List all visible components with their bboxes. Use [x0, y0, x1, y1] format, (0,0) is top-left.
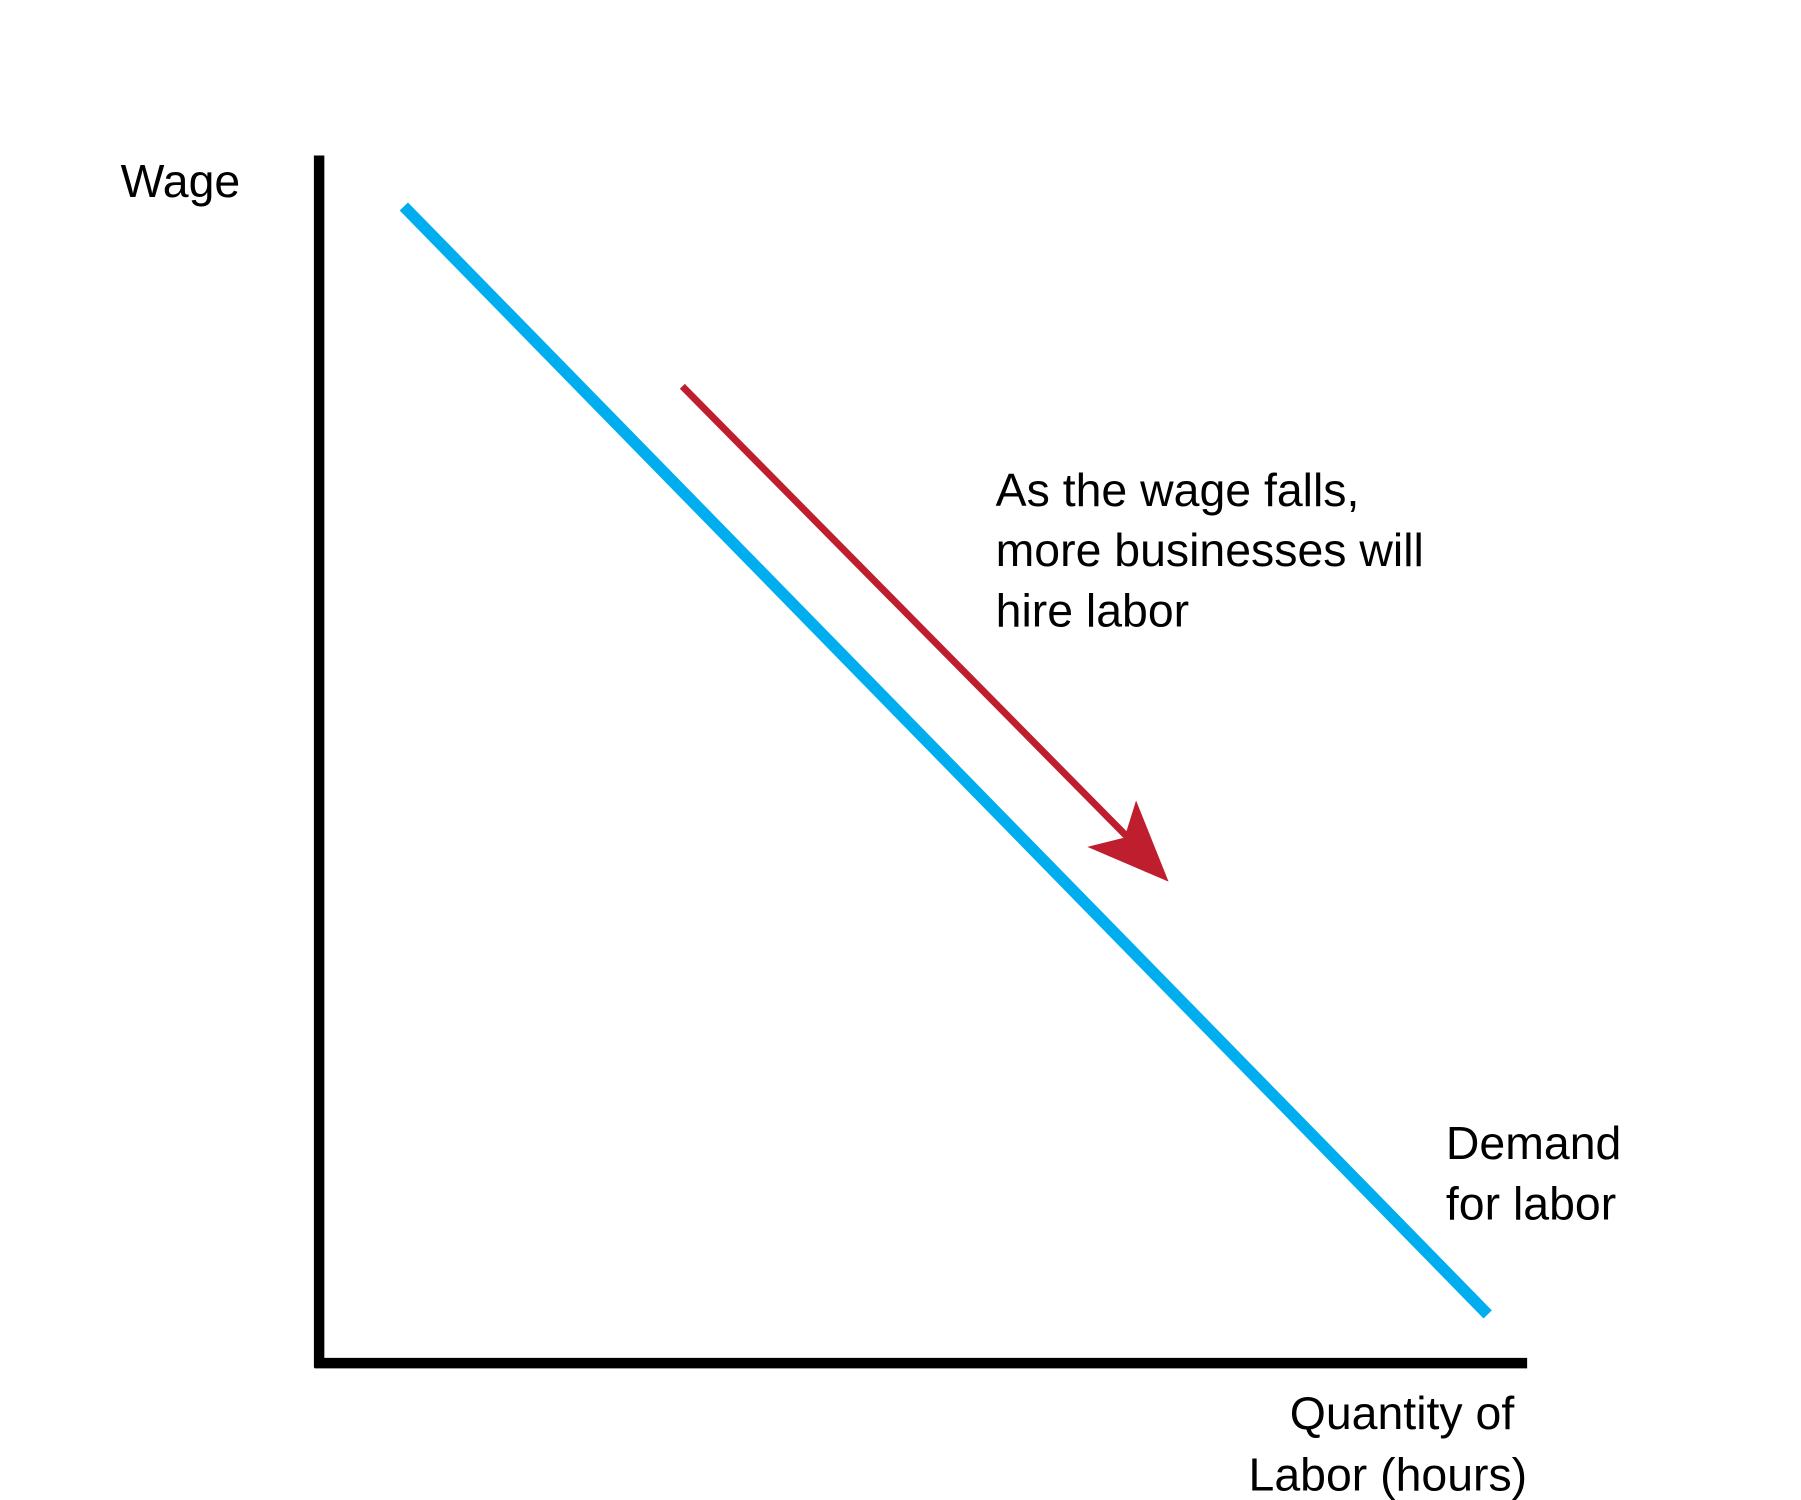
x-axis-label: Quantity of Labor (hours) [1249, 1387, 1528, 1500]
x-axis-label-line-2: Labor (hours) [1249, 1449, 1528, 1500]
annotation-arrow-shaft [679, 383, 1131, 841]
demand-label-line-1: Demand [1446, 1117, 1621, 1169]
demand-curve [399, 202, 1492, 1319]
demand-label: Demand for labor [1446, 1117, 1634, 1229]
annotation-line-3: hire labor [996, 584, 1189, 636]
annotation-arrow-head [1087, 800, 1169, 882]
demand-label-line-2: for labor [1446, 1177, 1616, 1229]
x-axis-label-line-1: Quantity of [1290, 1387, 1515, 1439]
annotation-line-1: As the wage falls, [996, 464, 1360, 516]
annotation-text: As the wage falls, more businesses will … [996, 464, 1437, 637]
annotation-line-2: more businesses will [996, 524, 1424, 576]
y-axis-label: Wage [121, 155, 241, 207]
